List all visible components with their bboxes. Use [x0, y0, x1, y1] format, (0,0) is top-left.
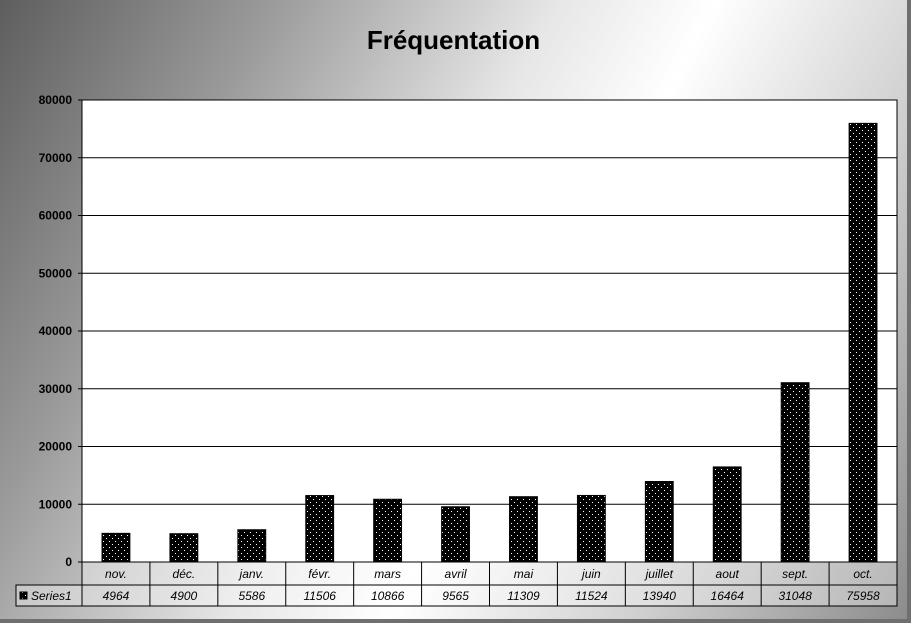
y-tick-label: 80000	[39, 93, 73, 107]
data-table-value: 31048	[778, 589, 812, 603]
data-table-value: 11506	[303, 589, 336, 603]
category-label: nov.	[105, 567, 127, 581]
data-table-value-row	[15, 584, 898, 607]
y-tick-label: 20000	[39, 440, 73, 454]
data-table-value: 11309	[507, 589, 540, 603]
category-label: aout	[716, 567, 740, 581]
bar	[305, 495, 335, 563]
category-label: mars	[374, 567, 401, 581]
legend-series-label: Series1	[31, 589, 72, 603]
category-label: févr.	[308, 567, 331, 581]
y-tick-label: 60000	[39, 209, 73, 223]
bar	[848, 122, 878, 563]
bars	[101, 122, 878, 563]
bar	[644, 480, 674, 563]
y-tick-label: 0	[65, 555, 72, 569]
bar	[101, 532, 131, 563]
bar	[780, 382, 810, 563]
category-label: mai	[514, 567, 534, 581]
y-axis-ticks: 0 10000 20000 30000 40000 50000 60000 70000 8000…	[39, 93, 82, 569]
category-label: juillet	[644, 567, 674, 581]
bar	[169, 533, 199, 563]
y-tick-label: 40000	[39, 324, 73, 338]
data-table-value: 11524	[575, 589, 608, 603]
gridlines	[82, 99, 897, 505]
y-tick-label: 30000	[39, 382, 73, 396]
data-table-value: 13940	[643, 589, 677, 603]
legend-key-icon	[19, 591, 28, 600]
bar	[712, 466, 742, 563]
data-table-value: 16464	[711, 589, 745, 603]
category-label: déc.	[173, 567, 196, 581]
chart-title: Fréquentation	[366, 25, 541, 55]
bar	[576, 494, 606, 563]
bar	[373, 498, 403, 563]
bar	[441, 506, 470, 563]
data-table-value: 4900	[171, 589, 198, 603]
data-table-value: 9565	[442, 589, 469, 603]
bar	[237, 529, 267, 563]
data-table-value: 75958	[846, 589, 880, 603]
category-label: sept.	[782, 567, 808, 581]
data-table: Series1 nov. 4964 déc. 4900 janv. 5586 févr. 11…	[15, 561, 898, 607]
y-tick-label: 10000	[39, 497, 73, 511]
data-table-value: 10866	[371, 589, 405, 603]
bar	[509, 496, 538, 563]
y-tick-label: 70000	[39, 151, 73, 165]
category-label: janv.	[238, 567, 264, 581]
category-label: oct.	[853, 567, 872, 581]
category-label: avril	[445, 567, 467, 581]
data-table-value: 5586	[238, 589, 265, 603]
data-table-value: 4964	[103, 589, 130, 603]
y-tick-label: 50000	[39, 266, 73, 280]
category-label: juin	[580, 567, 601, 581]
